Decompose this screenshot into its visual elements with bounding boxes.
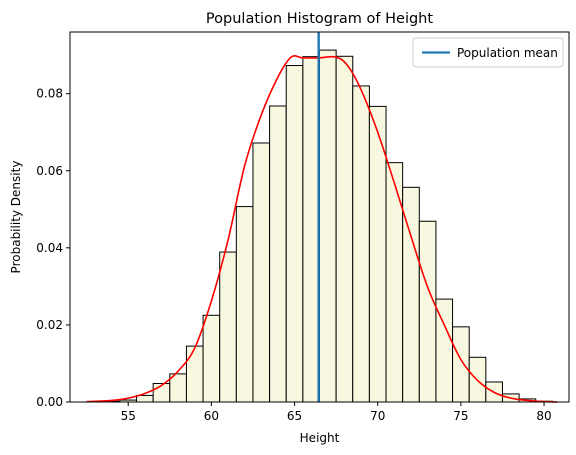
histogram-bar-21 (435, 298, 454, 403)
histogram-bar-16 (352, 85, 370, 403)
plot-frame (69, 31, 570, 403)
histogram-bar-14 (319, 49, 337, 403)
histogram-bar-10 (252, 142, 271, 403)
histogram-bar-8 (219, 251, 237, 403)
y-tick-label-0: 0.00 (36, 395, 63, 409)
legend: Population mean (412, 37, 564, 68)
histogram-bar-3 (136, 394, 154, 403)
legend-label-mean: Population mean (457, 46, 558, 60)
histogram-bar-15 (335, 55, 354, 403)
histogram-bar-22 (452, 326, 470, 403)
chart-title: Population Histogram of Height (206, 11, 433, 27)
histogram-bar-9 (235, 206, 254, 403)
x-tick-label-55: 55 (121, 409, 136, 423)
density-curve-layer (86, 54, 558, 403)
histogram-bar-20 (418, 220, 437, 403)
y-tick-label-3: 0.06 (36, 164, 63, 178)
y-axis-ticks: 0.00 0.02 0.04 0.06 0.08 (36, 87, 70, 409)
legend-box (412, 37, 564, 68)
density-curve (86, 54, 558, 403)
histogram-bar-7 (202, 314, 221, 403)
histogram-bar-6 (185, 345, 204, 403)
histogram-bar-11 (269, 105, 287, 403)
x-tick-label-65: 65 (287, 409, 302, 423)
histogram-bar-13 (302, 56, 320, 403)
x-axis-ticks: 55 60 65 70 75 80 (121, 402, 552, 423)
y-tick-label-1: 0.02 (36, 318, 63, 332)
histogram-bar-12 (285, 65, 304, 403)
y-axis-label: Probability Density (9, 161, 23, 274)
y-tick-label-2: 0.04 (36, 241, 63, 255)
x-tick-label-80: 80 (536, 409, 551, 423)
x-tick-label-60: 60 (204, 409, 219, 423)
x-axis-label: Height (300, 431, 340, 445)
y-tick-label-4: 0.08 (36, 87, 63, 101)
x-tick-label-75: 75 (453, 409, 468, 423)
histogram-bar-18 (385, 162, 404, 403)
x-tick-label-70: 70 (370, 409, 385, 423)
